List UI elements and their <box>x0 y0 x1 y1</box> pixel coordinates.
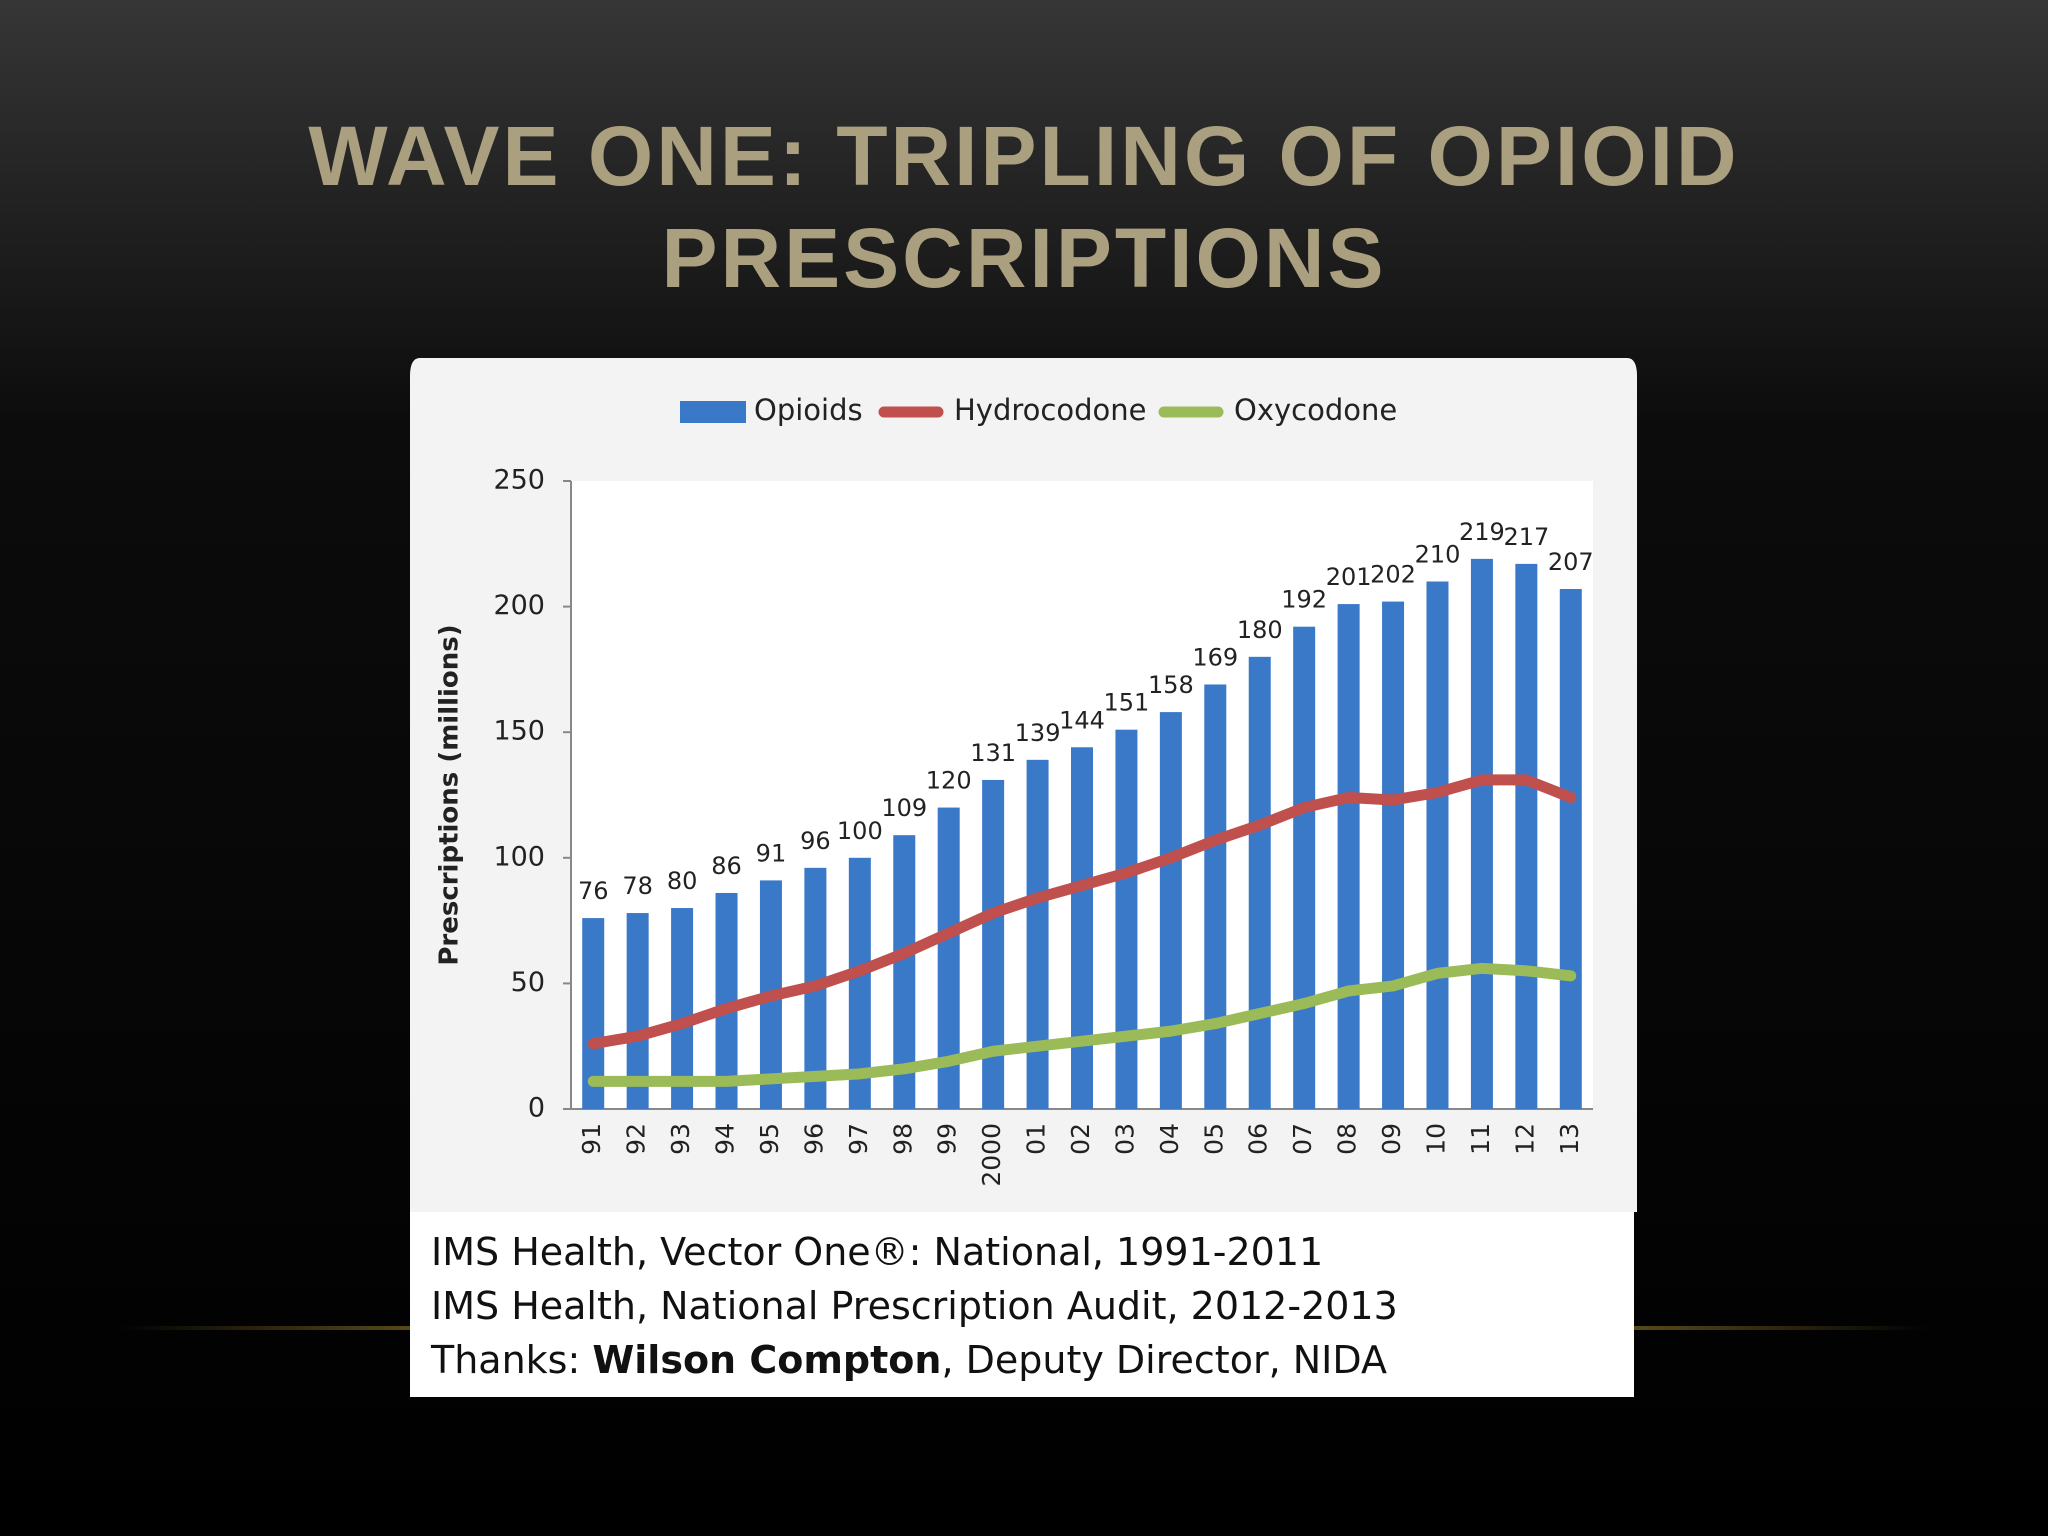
data-label: 76 <box>578 877 609 905</box>
source-line: IMS Health, National Prescription Audit,… <box>431 1284 1398 1328</box>
y-tick-label: 150 <box>493 716 545 747</box>
data-label: 91 <box>756 839 787 867</box>
x-tick-label: 08 <box>1333 1123 1362 1155</box>
y-tick-label: 250 <box>493 465 545 496</box>
x-tick-label: 10 <box>1421 1123 1450 1155</box>
data-label: 109 <box>881 794 927 822</box>
data-label: 78 <box>622 872 653 900</box>
x-tick-label: 98 <box>888 1123 917 1155</box>
source-name: Wilson Compton <box>592 1338 942 1382</box>
legend-marker <box>680 401 746 423</box>
x-tick-label: 05 <box>1199 1123 1228 1155</box>
x-tick-label: 95 <box>755 1123 784 1155</box>
x-tick-label: 11 <box>1466 1123 1495 1155</box>
line <box>587 962 1577 1087</box>
source-text: , Deputy Director, NIDA <box>941 1338 1387 1382</box>
data-label: 120 <box>926 767 972 795</box>
x-tick-label: 93 <box>666 1123 695 1155</box>
bar <box>1470 558 1493 1109</box>
y-tick-label: 100 <box>493 841 545 872</box>
bar <box>1159 712 1182 1109</box>
data-label: 169 <box>1192 643 1238 671</box>
bar <box>1293 626 1316 1109</box>
bar <box>1337 604 1360 1109</box>
legend-label: Oxycodone <box>1234 393 1397 427</box>
bar <box>1071 747 1093 1109</box>
x-tick-label: 01 <box>1022 1123 1051 1155</box>
data-label: 180 <box>1237 616 1283 644</box>
x-tick-label: 99 <box>933 1123 962 1155</box>
x-tick-label: 02 <box>1066 1123 1095 1155</box>
legend-label: Hydrocodone <box>954 393 1146 427</box>
x-tick-label: 09 <box>1377 1123 1406 1155</box>
x-tick-label: 07 <box>1288 1123 1317 1155</box>
data-label: 100 <box>837 817 883 845</box>
bar <box>582 918 605 1109</box>
x-tick-label: 92 <box>622 1123 651 1155</box>
data-label: 144 <box>1059 706 1105 734</box>
data-label: 202 <box>1370 561 1416 589</box>
x-tick-label: 96 <box>799 1123 828 1155</box>
bar <box>848 857 871 1109</box>
x-tick-label: 97 <box>844 1123 873 1155</box>
slide-title: WAVE ONE: TRIPLING OF OPIOID <box>308 109 1740 203</box>
source-line: IMS Health, Vector One®: National, 1991-… <box>431 1230 1324 1274</box>
data-label: 201 <box>1326 563 1372 591</box>
data-label: 80 <box>667 867 698 895</box>
data-label: 131 <box>970 739 1016 767</box>
x-tick-label: 94 <box>711 1123 740 1155</box>
data-label: 192 <box>1281 586 1327 614</box>
x-tick-label: 03 <box>1110 1123 1139 1155</box>
x-tick-label: 13 <box>1555 1123 1584 1155</box>
data-label: 158 <box>1148 671 1194 699</box>
x-tick-label: 04 <box>1155 1123 1184 1155</box>
x-tick-label: 12 <box>1510 1123 1539 1155</box>
data-label: 96 <box>800 827 831 855</box>
x-tick-label: 2000 <box>977 1123 1006 1187</box>
source-line: Thanks: Wilson Compton, Deputy Director,… <box>431 1338 1387 1382</box>
slide-title: PRESCRIPTIONS <box>661 211 1387 305</box>
bar <box>937 807 960 1109</box>
bar <box>1248 656 1271 1109</box>
source-box: IMS Health, Vector One®: National, 1991-… <box>410 1212 1634 1397</box>
bar <box>982 779 1005 1109</box>
data-label: 86 <box>711 852 742 880</box>
bar <box>715 892 738 1109</box>
x-tick-label: 91 <box>577 1123 606 1155</box>
data-label: 217 <box>1503 523 1549 551</box>
x-tick-label: 06 <box>1244 1123 1273 1155</box>
bar <box>1559 589 1582 1109</box>
y-axis-label: Prescriptions (millions) <box>435 624 465 965</box>
bar <box>626 913 649 1109</box>
bar <box>893 835 916 1109</box>
line <box>587 774 1577 1050</box>
data-label: 139 <box>1015 719 1061 747</box>
data-label: 210 <box>1415 540 1461 568</box>
bar <box>1026 759 1049 1109</box>
y-tick-label: 0 <box>528 1093 545 1124</box>
bar <box>1515 563 1538 1109</box>
data-label: 219 <box>1459 518 1505 546</box>
bar <box>1382 601 1405 1109</box>
bar <box>1204 684 1227 1109</box>
bar <box>1426 581 1449 1109</box>
y-tick-label: 50 <box>511 967 545 998</box>
legend-label: Opioids <box>754 393 863 427</box>
data-label: 207 <box>1548 548 1594 576</box>
bar <box>1115 729 1138 1109</box>
data-label: 151 <box>1104 689 1150 717</box>
y-tick-label: 200 <box>493 590 545 621</box>
source-text: Thanks: <box>431 1338 593 1382</box>
bar <box>671 908 694 1109</box>
